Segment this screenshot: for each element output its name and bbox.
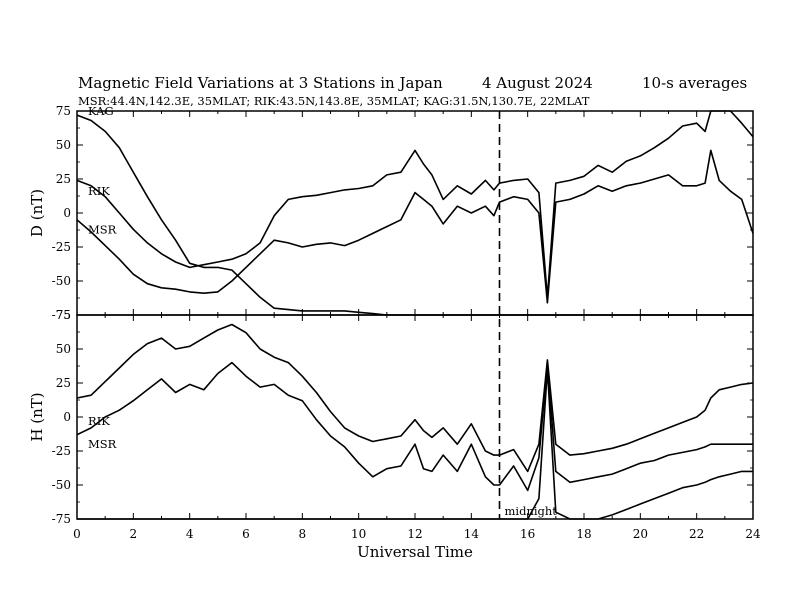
d-panel-ytick-label: 0 — [63, 206, 71, 220]
h-panel-ytick-label: 50 — [56, 342, 71, 356]
x-tick-label: 4 — [186, 527, 194, 541]
stations-line: MSR:44.4N,142.3E, 35MLAT; RIK:43.5N,143.… — [78, 94, 590, 108]
x-tick-label: 14 — [464, 527, 480, 541]
h-panel-series-label-msr: MSR — [88, 437, 117, 451]
h-panel-ytick-label: 25 — [56, 376, 71, 390]
x-tick-label: 18 — [576, 527, 591, 541]
h-panel-series-rik — [76, 323, 754, 473]
x-tick-label: 0 — [73, 527, 81, 541]
d-panel-series-rik — [76, 110, 754, 299]
h-panel-ylabel: H (nT) — [28, 392, 46, 441]
h-panel-ytick-label: -75 — [52, 512, 71, 526]
x-tick-label: 16 — [520, 527, 535, 541]
h-panel-frame — [76, 314, 754, 520]
h-panel-ytick-label: -50 — [52, 478, 71, 492]
x-tick-label: 22 — [689, 527, 704, 541]
d-panel-ytick-label: -25 — [52, 240, 71, 254]
d-panel-series-label-rik: RIK — [88, 184, 110, 198]
d-panel-frame — [76, 110, 754, 316]
d-panel-series-kag — [76, 114, 753, 316]
chart-title: Magnetic Field Variations at 3 Stations … — [78, 74, 443, 92]
d-panel-series-label-msr: MSR — [88, 222, 117, 236]
d-panel-ytick-label: 25 — [56, 172, 71, 186]
x-tick-label: 12 — [407, 527, 422, 541]
h-panel-series-msr — [76, 361, 753, 492]
x-tick-label: 8 — [299, 527, 307, 541]
chart-averaging: 10-s averages — [642, 74, 747, 92]
h-panel-ytick-label: -25 — [52, 444, 71, 458]
chart-date: 4 August 2024 — [482, 74, 593, 92]
d-panel-ytick-label: -50 — [52, 274, 71, 288]
x-tick-label: 24 — [745, 527, 761, 541]
h-panel-ytick-label: 75 — [56, 308, 71, 322]
d-panel-series-label-kag: KAG — [88, 104, 114, 118]
d-panel-ytick-label: 50 — [56, 138, 71, 152]
plot-area: 75 50 25 0 -25 -50 -75 D (nT) KAG RIK MSR 75 50 25 0 -2… — [28, 104, 761, 541]
d-panel-ytick-label: 75 — [56, 104, 71, 118]
d-panel-ytick-label: -75 — [52, 308, 71, 322]
h-panel-ytick-label: 0 — [63, 410, 71, 424]
h-panel-series-kag — [77, 368, 753, 520]
x-tick-label: 10 — [351, 527, 366, 541]
x-tick-label: 2 — [130, 527, 138, 541]
d-panel: 75 50 25 0 -25 -50 -75 D (nT) KAG RIK MSR — [28, 104, 754, 322]
x-tick-label: 6 — [242, 527, 250, 541]
midnight-label: midnight — [505, 504, 558, 518]
d-panel-ylabel: D (nT) — [28, 189, 46, 237]
x-tick-label: 20 — [633, 527, 648, 541]
x-axis-label: Universal Time — [357, 543, 473, 561]
d-panel-series-msr — [76, 149, 754, 304]
